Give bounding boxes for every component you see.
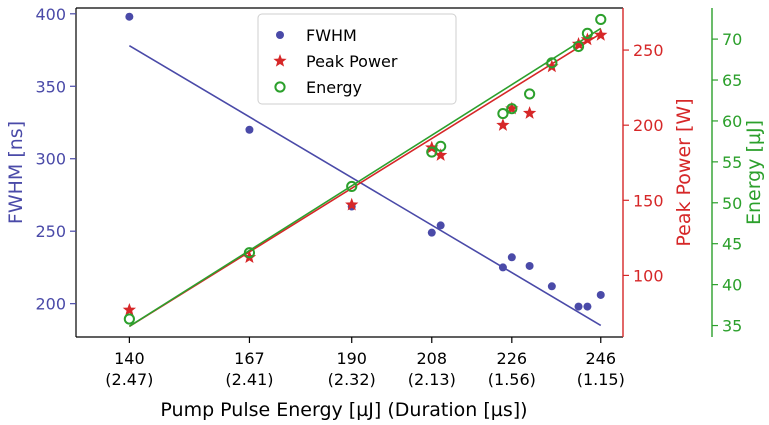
power-tick-label: 200 xyxy=(633,116,664,135)
fwhm-point xyxy=(547,282,556,291)
power-axis-label: Peak Power [W] xyxy=(673,98,695,246)
power-point xyxy=(122,302,137,316)
x-tick-label: 208 xyxy=(416,349,447,368)
fwhm-point xyxy=(574,302,583,311)
fwhm-point xyxy=(507,253,516,262)
fwhm-point xyxy=(596,290,605,299)
legend-marker-fwhm xyxy=(276,31,284,39)
energy-point xyxy=(497,107,509,120)
fwhm-point xyxy=(525,261,534,270)
power-tick-label: 150 xyxy=(633,191,664,210)
fit-lines xyxy=(128,27,602,328)
power-point xyxy=(522,106,537,119)
x-tick-sublabel: (1.56) xyxy=(488,370,536,389)
fwhm-point xyxy=(583,302,592,311)
power-tick-label: 100 xyxy=(633,266,664,285)
energy-point xyxy=(123,313,135,325)
x-tick-label: 167 xyxy=(234,349,265,368)
energy-point xyxy=(243,247,256,259)
legend-label: Peak Power xyxy=(306,52,398,71)
power-point xyxy=(571,37,586,50)
energy-axis-label: Energy [µJ] xyxy=(743,120,765,225)
energy-tick-label: 60 xyxy=(722,112,742,131)
energy-point xyxy=(595,13,607,26)
power-fit-line xyxy=(128,32,602,328)
fwhm-tick-label: 200 xyxy=(35,295,66,314)
fwhm-point xyxy=(245,125,254,134)
fwhm-tick-label: 300 xyxy=(35,150,66,169)
power-point xyxy=(594,28,608,41)
fwhm-tick-label: 250 xyxy=(35,222,66,241)
energy-point xyxy=(426,146,438,158)
energy-point xyxy=(435,140,447,152)
x-tick-label: 246 xyxy=(585,349,616,368)
legend-label: FWHM xyxy=(306,26,357,45)
energy-tick-label: 50 xyxy=(722,194,742,213)
energy-tick-label: 65 xyxy=(722,71,742,90)
energy-point xyxy=(506,103,518,115)
energy-tick-label: 70 xyxy=(722,30,742,49)
x-tick-label: 140 xyxy=(114,349,145,368)
fwhm-axis-label: FWHM [ns] xyxy=(5,121,27,224)
x-axis: 140 (2.47) 167 (2.41) 190 (2.32) 208 (2.13) 226 (… xyxy=(105,337,625,389)
fwhm-tick-label: 400 xyxy=(35,5,66,24)
data-markers xyxy=(122,12,608,325)
fwhm-point xyxy=(427,228,436,237)
energy-tick-label: 55 xyxy=(722,153,742,172)
legend: FWHM Peak Power Energy xyxy=(257,13,457,105)
energy-point xyxy=(572,40,585,53)
power-point xyxy=(496,118,510,131)
y-axes: 200 250 300 350 400 FWHM [ns] 100 150 200 250 Peak… xyxy=(5,5,765,336)
power-point xyxy=(345,197,359,211)
power-tick-label: 250 xyxy=(633,41,664,60)
fwhm-point xyxy=(498,263,507,272)
energy-tick-label: 40 xyxy=(722,276,742,295)
fwhm-point xyxy=(125,12,134,21)
energy-point xyxy=(346,180,358,193)
fwhm-point xyxy=(436,221,445,230)
x-axis-label: Pump Pulse Energy [µJ] (Duration [µs]) xyxy=(160,399,527,421)
legend-marker-energy xyxy=(274,81,286,93)
fwhm-tick-label: 350 xyxy=(35,77,66,96)
x-tick-sublabel: (2.32) xyxy=(328,370,376,389)
x-tick-label: 226 xyxy=(497,349,528,368)
energy-point xyxy=(546,57,558,69)
x-tick-label: 190 xyxy=(336,349,367,368)
legend-label: Energy xyxy=(306,78,362,97)
energy-tick-label: 35 xyxy=(722,317,742,336)
x-tick-sublabel: (1.15) xyxy=(577,370,625,389)
fwhm-fit-line xyxy=(128,44,602,327)
energy-fit-line xyxy=(128,27,602,328)
plot-frame xyxy=(75,7,713,338)
power-point xyxy=(545,59,559,73)
energy-point xyxy=(581,27,594,39)
energy-point xyxy=(524,88,536,100)
energy-tick-label: 45 xyxy=(722,235,742,254)
legend-box xyxy=(257,13,457,105)
power-point xyxy=(434,148,448,161)
x-tick-sublabel: (2.41) xyxy=(225,370,273,389)
x-tick-sublabel: (2.13) xyxy=(408,370,456,389)
power-point xyxy=(505,101,519,115)
legend-marker-power xyxy=(273,54,287,67)
x-tick-sublabel: (2.47) xyxy=(105,370,153,389)
